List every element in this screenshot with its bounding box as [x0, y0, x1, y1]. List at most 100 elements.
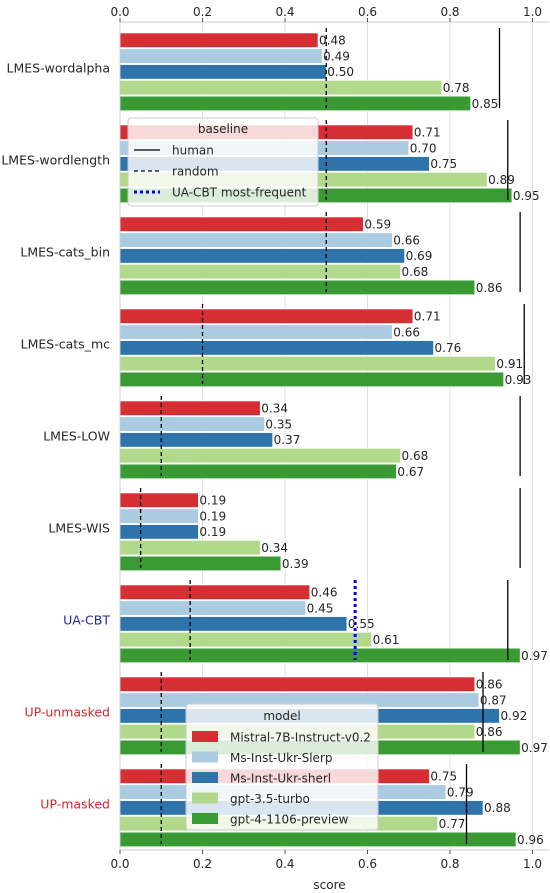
bar: [119, 632, 372, 648]
bar: [119, 676, 476, 692]
x-tick-label-bottom: 1.0: [523, 857, 542, 871]
data-label: 0.77: [439, 817, 466, 831]
bar: [119, 279, 476, 296]
bar: [119, 308, 414, 324]
data-label: 0.46: [311, 586, 338, 600]
x-tick-label-top: 0.8: [440, 5, 459, 19]
category-label: LMES-wordalpha: [7, 61, 110, 76]
bar: [119, 508, 199, 524]
data-label: 0.95: [513, 189, 540, 203]
data-label: 0.71: [414, 310, 441, 324]
x-tick-label-top: 0.0: [110, 5, 129, 19]
x-tick-label-top: 0.4: [275, 5, 294, 19]
legend-model-label: gpt-4-1106-preview: [230, 812, 349, 826]
bar: [119, 400, 261, 416]
bar: [119, 616, 348, 632]
bar: [119, 356, 496, 372]
x-tick-label-bottom: 0.0: [110, 857, 129, 871]
bar: [119, 232, 393, 248]
data-label: 0.48: [319, 34, 346, 48]
data-label: 0.68: [402, 449, 429, 463]
data-label: 0.35: [265, 417, 292, 431]
data-label: 0.88: [484, 801, 511, 815]
category-label: UA-CBT: [63, 613, 110, 628]
legend-model-label: gpt-3.5-turbo: [230, 792, 310, 806]
data-label: 0.19: [199, 494, 226, 508]
data-label: 0.78: [443, 81, 470, 95]
data-label: 0.71: [414, 126, 441, 140]
bar: [119, 324, 393, 340]
legend-baseline-label: UA-CBT most-frequent: [172, 186, 307, 200]
category-label: LMES-LOW: [43, 429, 110, 444]
data-label: 0.45: [307, 601, 334, 615]
data-label: 0.75: [430, 157, 457, 171]
x-tick-label-top: 0.2: [193, 5, 212, 19]
bar: [119, 448, 401, 464]
data-label: 0.59: [364, 218, 391, 232]
bar: [119, 48, 323, 64]
x-axis-title: score: [313, 878, 345, 892]
data-label: 0.76: [435, 341, 462, 355]
bar: [119, 492, 199, 508]
bar: [119, 64, 327, 80]
legend-model-swatch: [192, 751, 218, 763]
legend-model-frame: [185, 703, 379, 831]
x-tick-label-bottom: 0.6: [358, 857, 377, 871]
bar: [119, 95, 471, 111]
legend-model-label: Ms-Inst-Ukr-sherl: [230, 771, 331, 785]
value-labels: 0.480.490.500.780.850.710.700.750.890.95…: [199, 34, 547, 847]
legend-model-swatch: [192, 772, 218, 783]
legend-model-title: model: [263, 709, 300, 723]
data-label: 0.79: [447, 785, 474, 799]
data-label: 0.87: [480, 693, 507, 707]
legend-model-label: Ms-Inst-Ukr-Slerp: [230, 751, 332, 765]
x-tick-label-top: 0.6: [358, 5, 377, 19]
data-label: 0.68: [402, 265, 429, 279]
legend-baseline-label: human: [172, 144, 214, 158]
x-tick-label-bottom: 0.2: [193, 857, 212, 871]
bar: [119, 264, 401, 280]
data-label: 0.50: [327, 65, 354, 79]
data-label: 0.97: [521, 649, 548, 663]
bar: [119, 248, 405, 264]
data-label: 0.93: [505, 373, 532, 387]
data-label: 0.39: [282, 557, 309, 571]
x-tick-label-bottom: 0.8: [440, 857, 459, 871]
bar: [119, 647, 521, 664]
data-label: 0.70: [410, 141, 437, 155]
baseline-lines: [139, 28, 525, 844]
bar: [119, 416, 265, 432]
axes: 0.0 0.0 0.2 0.2 0.4 0.4 0.6 0.6 0.8 0.8 1.0 1.0 scor…: [1, 5, 549, 892]
category-label: UP-unmasked: [24, 705, 110, 720]
data-label: 0.86: [476, 281, 503, 295]
data-label: 0.92: [501, 709, 528, 723]
legend-baseline-label: random: [172, 165, 219, 179]
bar: [119, 584, 311, 600]
data-label: 0.66: [393, 233, 420, 247]
data-label: 0.19: [199, 525, 226, 539]
category-label: LMES-cats_mc: [21, 337, 110, 352]
legend-baseline-frame: [127, 117, 319, 207]
data-label: 0.86: [476, 678, 503, 692]
data-label: 0.96: [517, 833, 544, 847]
data-label: 0.34: [261, 402, 288, 416]
legend-model-label: Mistral-7B-Instruct-v0.2: [230, 730, 371, 744]
data-label: 0.67: [397, 465, 424, 479]
legend-model-swatch: [192, 731, 218, 742]
data-label: 0.97: [521, 741, 548, 755]
data-label: 0.69: [406, 249, 433, 263]
data-label: 0.55: [348, 617, 375, 631]
data-label: 0.85: [472, 97, 499, 111]
category-label: UP-masked: [40, 797, 110, 812]
data-label: 0.34: [261, 541, 288, 555]
bar: [119, 524, 199, 540]
legend-baseline-title: baseline: [198, 122, 248, 136]
category-label: LMES-wordlength: [1, 153, 110, 168]
category-label: LMES-cats_bin: [20, 245, 110, 260]
data-label: 0.19: [199, 509, 226, 523]
bar: [119, 340, 434, 356]
bar: [119, 555, 282, 572]
bar: [119, 371, 504, 388]
data-label: 0.91: [496, 357, 523, 371]
